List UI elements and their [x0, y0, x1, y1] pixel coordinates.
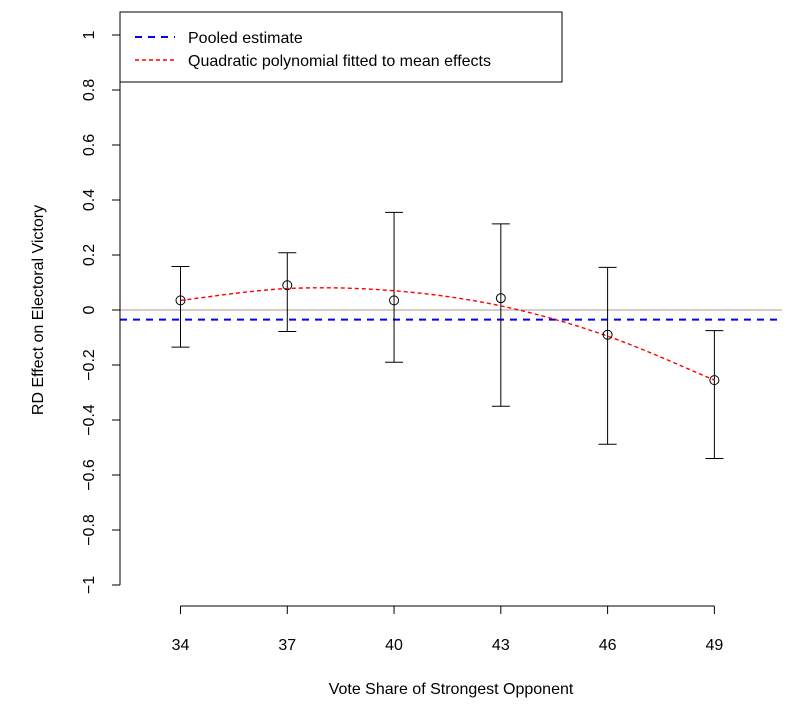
legend: Pooled estimate Quadratic polynomial fit… [119, 11, 563, 83]
x-tick-label-4: 46 [599, 637, 617, 654]
x-tick-label-2: 40 [385, 637, 403, 654]
y-tick-label-6: −0.2 [81, 349, 98, 381]
legend-quadratic-label: Quadratic polynomial fitted to mean effe… [188, 53, 491, 70]
x-axis: 34 37 40 43 46 49 [172, 605, 723, 654]
y-axis: 1 0.8 0.6 0.4 0.2 0 −0.2 −0.4 −0.6 −0.8 −1 [81, 30, 121, 594]
y-tick-label-7: −0.4 [81, 404, 98, 436]
y-tick-label-4: 0.2 [81, 244, 98, 266]
x-tick-label-3: 43 [492, 637, 510, 654]
y-tick-label-5: 0 [81, 305, 98, 314]
x-tick-label-0: 34 [172, 637, 190, 654]
data-point-2 [389, 295, 400, 306]
quadratic-fit-line [180, 287, 715, 381]
y-tick-label-9: −0.8 [81, 514, 98, 546]
x-axis-label: Vote Share of Strongest Opponent [329, 681, 574, 698]
y-tick-label-1: 0.8 [81, 79, 98, 101]
point-layer [175, 280, 720, 386]
y-tick-label-2: 0.6 [81, 134, 98, 156]
quadratic-fit-layer [180, 287, 715, 381]
data-point-1 [282, 280, 293, 291]
y-tick-label-3: 0.4 [81, 189, 98, 211]
data-point-4 [602, 329, 613, 340]
data-point-5 [709, 375, 720, 386]
x-tick-label-5: 49 [705, 637, 723, 654]
x-tick-label-1: 37 [278, 637, 296, 654]
data-point-3 [495, 293, 506, 304]
data-point-0 [175, 295, 186, 306]
y-tick-label-10: −1 [81, 576, 98, 594]
legend-pooled-label: Pooled estimate [188, 30, 303, 47]
y-tick-label-8: −0.6 [81, 459, 98, 491]
y-tick-label-0: 1 [81, 30, 98, 39]
errorbar-layer [171, 211, 724, 459]
y-axis-label: RD Effect on Electoral Victory [30, 205, 47, 415]
legend-box [119, 11, 563, 83]
